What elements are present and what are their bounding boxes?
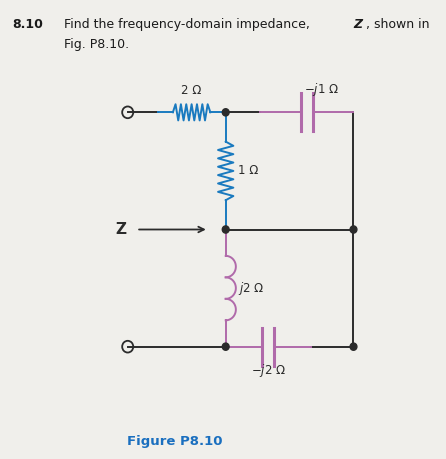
Text: $-j$1 Ω: $-j$1 Ω [304,81,339,98]
Text: 1 Ω: 1 Ω [238,164,258,178]
Text: 2 Ω: 2 Ω [182,84,202,96]
Circle shape [350,343,357,350]
Circle shape [222,343,229,350]
Text: Z: Z [354,18,363,31]
Circle shape [222,109,229,116]
Circle shape [350,226,357,233]
Text: 8.10: 8.10 [12,18,44,31]
Text: $j$2 Ω: $j$2 Ω [238,280,264,297]
Text: Find the frequency-domain impedance,: Find the frequency-domain impedance, [64,18,314,31]
Circle shape [222,226,229,233]
Text: , shown in: , shown in [366,18,430,31]
Text: Fig. P8.10.: Fig. P8.10. [64,38,129,51]
Text: $\mathbf{Z}$: $\mathbf{Z}$ [116,222,128,237]
Text: $-j$2 Ω: $-j$2 Ω [251,363,286,380]
Text: Figure P8.10: Figure P8.10 [127,435,222,448]
